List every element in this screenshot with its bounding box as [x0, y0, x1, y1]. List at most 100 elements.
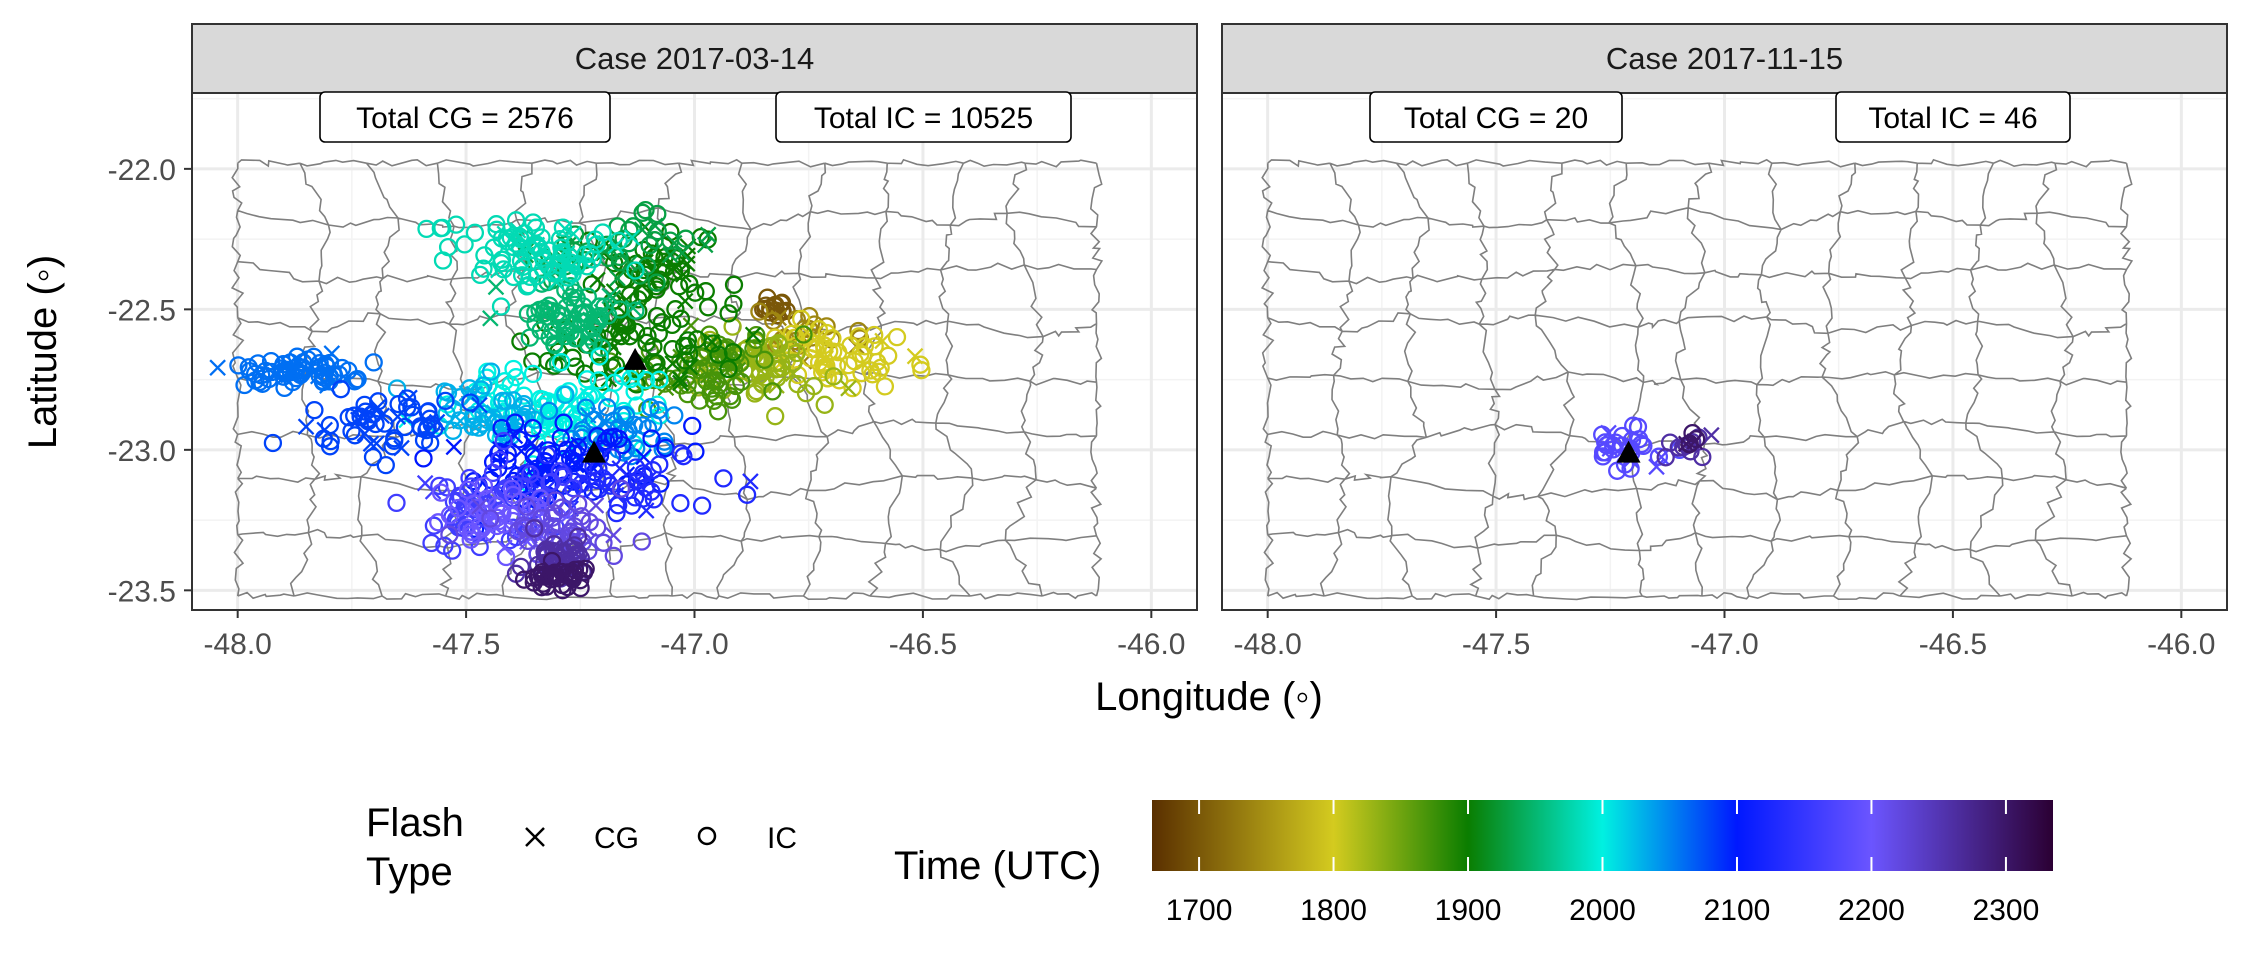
- ic-flash-point: [443, 421, 463, 440]
- ic-flash-point: [714, 469, 733, 488]
- ic-flash-point: [542, 564, 562, 584]
- annotation-ic-1: Total IC = 10525: [775, 91, 1072, 143]
- ic-flash-point: [664, 262, 684, 281]
- flash-legend-title-line1: Flash: [366, 801, 464, 845]
- ic-flash-point: [576, 559, 595, 578]
- ic-flash-point: [514, 570, 534, 589]
- ic-flash-point: [457, 518, 477, 537]
- ic-flash-point: [496, 547, 516, 567]
- ic-flash-point: [511, 332, 530, 351]
- y-tick-label: -23.5: [108, 575, 176, 608]
- ic-flash-point: [331, 380, 351, 399]
- ic-flash-point: [523, 418, 542, 438]
- ic-flash-point: [345, 426, 365, 445]
- time-legend: Time (UTC) 1700 1800 1900 2000 2100 2200 2300: [894, 800, 2053, 927]
- axes: -48.0 -47.5 -47.0 -46.5 -46.0 -48.0 -47.5 -47.0…: [108, 154, 2216, 661]
- annotation-cg-1-text: Total CG = 2576: [356, 102, 574, 135]
- ic-flash-point: [1632, 434, 1651, 454]
- ic-flash-point: [865, 337, 884, 356]
- ic-flash-point: [871, 358, 890, 377]
- cg-flash-point: [1703, 426, 1720, 444]
- ic-flash-point: [514, 407, 534, 427]
- ic-flash-point: [345, 372, 364, 391]
- cg-flash-point: [587, 497, 605, 514]
- ic-flash-point: [263, 433, 283, 453]
- ic-flash-point: [387, 493, 406, 513]
- ic-flash-point: [430, 476, 449, 496]
- annotation-ic-1-text: Total IC = 10525: [814, 102, 1033, 135]
- ic-flash-point: [569, 494, 588, 514]
- cg-flash-point: [623, 229, 641, 246]
- ic-flash-point: [605, 241, 625, 261]
- ic-flash-point: [358, 409, 377, 429]
- ic-flash-point: [532, 228, 551, 247]
- cg-flash-point: [558, 245, 576, 262]
- ic-flash-point: [514, 386, 534, 405]
- ic-flash-point: [709, 345, 728, 364]
- cg-flash-point: [1686, 433, 1704, 450]
- ic-flash-point: [523, 364, 543, 384]
- municipality-map-2: [1260, 158, 2134, 601]
- ic-flash-point: [647, 306, 667, 326]
- ic-flash-point: [722, 390, 742, 409]
- ic-flash-point: [540, 567, 560, 586]
- ic-flash-point: [514, 257, 533, 276]
- ic-flash-point: [568, 527, 588, 546]
- cg-flash-point: [673, 244, 691, 262]
- ic-flash-point: [769, 335, 789, 355]
- ic-flash-point: [815, 395, 834, 414]
- cg-flash-point: [609, 269, 626, 287]
- ic-flash-point: [339, 361, 358, 380]
- cg-flash-point: [487, 278, 505, 296]
- ic-flash-point: [613, 367, 632, 386]
- colorbar-tick-label: 2200: [1838, 894, 1905, 927]
- ic-flash-point: [747, 325, 766, 345]
- ic-flash-point: [461, 530, 480, 549]
- ic-flash-point: [626, 261, 645, 280]
- ic-flash-point: [638, 419, 658, 438]
- ic-flash-point: [464, 406, 483, 425]
- cg-legend-label: CG: [594, 822, 639, 855]
- ic-flash-point: [552, 352, 571, 372]
- ic-flash-point: [490, 450, 509, 470]
- ic-circle-icon: [697, 826, 717, 846]
- ic-flash-point: [663, 339, 682, 359]
- ic-flash-point: [841, 336, 860, 355]
- ic-flash-point: [683, 416, 702, 436]
- ic-flash-point: [539, 401, 559, 421]
- ic-flash-point: [537, 445, 557, 465]
- cg-flash-point: [840, 379, 857, 397]
- ic-flash-point: [313, 365, 332, 385]
- facet-title-2: Case 2017-11-15: [1606, 41, 1843, 76]
- facet-strip-2: [1221, 23, 2228, 94]
- cg-flash-point: [601, 287, 618, 305]
- x-tick-label: -47.5: [432, 628, 500, 661]
- station-markers-1: [582, 347, 648, 463]
- ic-flash-point: [429, 513, 448, 532]
- cg-flash-point: [512, 251, 529, 269]
- ic-flash-point: [440, 525, 459, 544]
- cg-flash-point: [570, 436, 587, 453]
- ic-flash-point: [692, 496, 712, 515]
- cg-flash-point: [575, 471, 592, 488]
- facet-panel-1: Case 2017-03-14 Total CG = 2576 Total IC…: [191, 23, 1198, 611]
- ic-flash-point: [491, 297, 511, 316]
- ic-flash-point: [633, 203, 652, 222]
- ic-flash-point: [570, 560, 589, 579]
- cg-flash-point: [1653, 448, 1670, 466]
- ic-flash-point: [647, 273, 666, 292]
- time-legend-title: Time (UTC): [894, 844, 1101, 888]
- ic-flash-point: [286, 368, 306, 388]
- ic-flash-point: [461, 477, 481, 496]
- ic-flash-point: [1593, 447, 1613, 466]
- ic-flash-point: [474, 476, 494, 496]
- ic-flash-point: [387, 379, 407, 398]
- ic-flash-point: [804, 376, 824, 396]
- ic-flash-point: [861, 361, 880, 380]
- station-triangle-marker: [1616, 440, 1641, 463]
- ic-flash-point: [706, 372, 726, 391]
- ic-flash-point: [671, 444, 690, 463]
- cg-flash-point: [699, 226, 717, 244]
- ic-flash-point: [887, 327, 907, 347]
